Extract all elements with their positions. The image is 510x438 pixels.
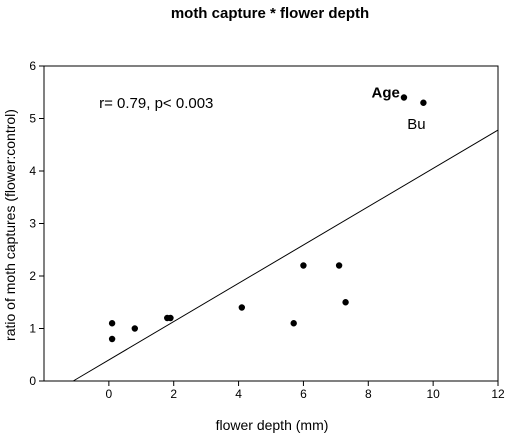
data-point — [342, 299, 349, 306]
y-tick-label: 3 — [29, 217, 36, 231]
y-tick-label: 1 — [29, 322, 36, 336]
annotation-label: Age — [372, 85, 400, 102]
annotations: r= 0.79, p< 0.003 Age Bu — [99, 85, 425, 134]
x-tick-label: 4 — [235, 387, 242, 401]
y-tick-label: 4 — [29, 164, 36, 178]
data-point — [290, 320, 297, 327]
data-point — [238, 304, 246, 311]
data-point — [335, 262, 343, 269]
data-point — [108, 320, 116, 327]
data-points — [108, 94, 427, 343]
plot-frame — [43, 65, 499, 382]
data-point — [420, 99, 427, 106]
y-tick-label: 2 — [29, 269, 36, 283]
y-tick-label: 5 — [29, 112, 36, 126]
data-point — [167, 314, 174, 322]
regression-line — [72, 129, 499, 382]
annotation-label: r= 0.79, p< 0.003 — [99, 95, 213, 112]
x-tick-label: 10 — [426, 387, 440, 401]
x-tick-label: 6 — [300, 387, 307, 401]
x-tick-label: 12 — [491, 387, 505, 401]
x-tick-label: 0 — [106, 387, 113, 401]
x-tick-label: 8 — [365, 387, 372, 401]
y-tick-label: 0 — [29, 374, 36, 388]
data-point — [131, 325, 138, 332]
data-point — [400, 94, 408, 101]
y-axis-label: ratio of moth captures (flower:control) — [2, 109, 18, 341]
data-point — [300, 262, 307, 269]
data-point — [108, 335, 116, 343]
y-tick-label: 6 — [29, 59, 36, 73]
x-axis-label: flower depth (mm) — [216, 417, 329, 433]
annotation-label: Bu — [407, 116, 425, 133]
chart-title: moth capture * flower depth — [171, 5, 369, 22]
x-tick-label: 2 — [170, 387, 177, 401]
